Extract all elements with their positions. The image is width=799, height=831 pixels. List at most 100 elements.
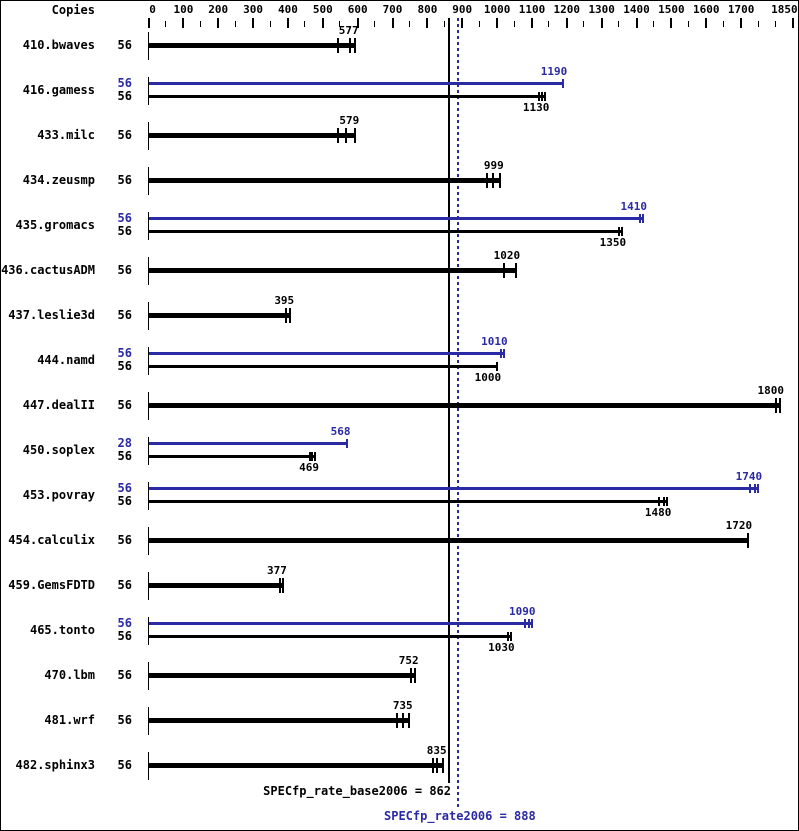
bar-value-label: 1010 [481,335,508,348]
row-baseline [147,346,149,375]
run-mark-tick [754,483,757,493]
bar-value-label: 835 [426,744,447,757]
peak-bar [148,216,643,220]
peak-bar [148,81,564,85]
run-mark-tick [779,398,781,413]
base-bar [148,313,291,318]
axis-major-tick [740,18,743,28]
run-mark-tick [431,758,434,773]
bar-value-label: 579 [339,114,360,127]
benchmark-row: 410.bwaves 56 577 [1,23,798,68]
bar-value-label: 577 [338,24,359,37]
row-baseline [147,256,149,285]
axis-minor-tick [408,21,410,27]
bar-value-label: 999 [483,159,504,172]
axis-major-tick [531,18,533,28]
run-mark-tick [407,713,410,728]
copies-value: 56 [117,758,132,772]
run-mark-tick [747,533,750,548]
benchmark-row: 435.gromacs 56 1410 56 1350 [1,200,798,249]
copies-value: 56 [117,173,132,187]
axis-major-tick [182,18,185,28]
run-mark-tick [354,128,357,143]
benchmark-label: 459.GemsFDTD [8,578,95,592]
base-bar [148,268,517,273]
axis-major-tick [600,18,603,28]
bar-value-label: 1350 [599,235,627,249]
axis-minor-tick [199,21,201,27]
copies-value: 56 [117,713,132,727]
row-baseline [147,751,149,780]
copies-value: 56 [117,75,132,90]
copies-value: 56 [117,668,132,682]
base-rate-reference-line [448,18,450,783]
bar-value-label: 469 [299,460,319,474]
axis-minor-tick [548,21,550,27]
run-mark-tick [515,263,518,278]
base-bar [148,718,409,723]
bar-value-label: 1720 [725,519,753,532]
base-bar [148,763,443,768]
benchmark-row: 434.zeusmp 56 999 [1,158,798,203]
axis-minor-tick [339,21,341,27]
benchmark-label: 453.povray [22,488,95,502]
axis-tick-label: 1500 [658,3,685,16]
bar-value-label: 1740 [735,470,763,483]
axis-major-tick [426,18,429,28]
axis-minor-tick [583,21,585,27]
base-bar [148,229,623,233]
peak-bar [148,621,532,625]
copies-value: 56 [117,493,132,508]
run-mark-tick [775,398,777,413]
axis-minor-tick [722,21,724,27]
run-mark-tick [278,578,281,593]
run-mark-tick [658,496,661,506]
axis-minor-tick [443,21,445,27]
peak-rate-label: SPECfp_rate2006 = 888 [384,809,536,823]
axis-tick-label: 0 [149,3,156,16]
run-mark-tick [541,91,544,101]
copies-value: 56 [117,578,132,592]
base-bar [148,133,356,138]
benchmark-row: 433.milc 56 579 [1,113,798,158]
axis-major-tick [565,18,568,28]
copies-value: 56 [117,398,132,412]
axis-major-tick [670,18,673,28]
base-bar [148,499,668,503]
run-mark-tick [345,128,348,143]
benchmark-row: 453.povray 56 1740 56 1480 [1,470,798,518]
axis-tick-label: 300 [243,3,264,16]
bar-value-label: 1410 [620,200,648,213]
base-bar [148,43,355,48]
run-mark-tick [538,91,541,101]
copies-value: 56 [117,88,132,103]
axis-major-tick [496,18,499,28]
benchmark-row: 465.tonto 56 1090 56 1030 [1,606,798,653]
copies-value: 56 [117,358,132,373]
bar-value-label: 752 [398,654,419,667]
row-baseline [147,481,149,510]
copies-value: 56 [117,480,132,495]
base-bar [148,364,498,368]
base-bar [148,634,511,638]
bar-value-label: 1130 [522,100,550,114]
run-mark-tick [523,618,526,628]
run-mark-tick [309,451,311,461]
benchmark-label: 454.calculix [8,533,95,547]
benchmark-row: 454.calculix 56 1720 [1,518,798,563]
row-baseline [147,616,149,645]
run-mark-tick [503,263,506,278]
run-mark-tick [527,618,530,628]
run-mark-tick [314,451,316,461]
axis-tick-label: 100 [173,3,194,16]
base-bar [148,454,315,458]
bar-value-label: 377 [267,564,287,577]
run-mark-tick [401,713,404,728]
run-mark-tick [499,348,502,358]
axis-tick-label: 1200 [553,3,581,16]
axis-tick-label: 1700 [727,3,755,16]
benchmark-label: 465.tonto [29,623,95,637]
base-rate-label: SPECfp_rate_base2006 = 862 [263,784,451,798]
copies-value: 56 [117,615,132,630]
